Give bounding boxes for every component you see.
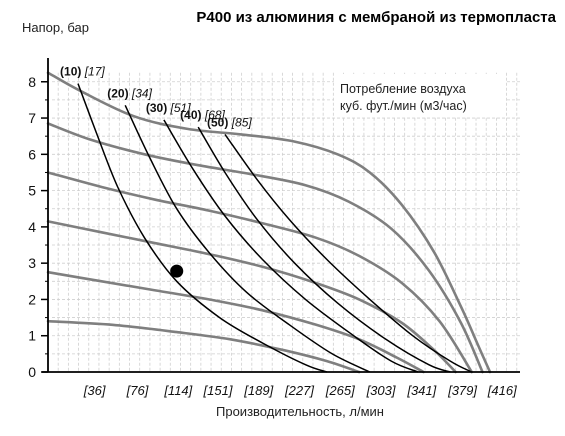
x-tick-label: [379]	[447, 383, 477, 398]
pressure-curve	[46, 171, 473, 374]
operating-point-marker	[170, 264, 184, 278]
y-tick-label: 6	[28, 146, 36, 162]
x-tick-label: [265]	[325, 383, 355, 398]
x-tick-label: [227]	[284, 383, 314, 398]
x-tick-label: [36]	[83, 383, 106, 398]
air-curve-label: (10) [17]	[60, 65, 105, 79]
air-label-cfm: (40)	[180, 108, 205, 122]
y-axis-label: Напор, бар	[22, 20, 89, 35]
legend: Потребление воздуха куб. фут./мин (м3/ча…	[334, 74, 506, 116]
x-tick-label: [151]	[203, 383, 233, 398]
x-axis-label: Производительность, л/мин	[216, 404, 384, 419]
legend-line-1: Потребление воздуха	[340, 82, 466, 96]
chart-title: P400 из алюминия с мембраной из термопла…	[196, 9, 556, 26]
grid	[52, 72, 520, 372]
y-tick-label: 2	[28, 291, 36, 307]
x-tick-label: [416]	[487, 383, 517, 398]
pressure-curve	[46, 122, 484, 374]
air-label-m3h: [68]	[204, 108, 226, 122]
pressure-curve	[46, 71, 492, 374]
air-curve-label: (20) [34]	[107, 86, 152, 100]
air-label-m3h: [34]	[131, 86, 153, 100]
y-tick-label: 7	[28, 110, 36, 126]
y-tick-label: 0	[28, 364, 36, 380]
air-consumption-curve	[163, 119, 419, 373]
air-label-cfm: (30)	[146, 101, 171, 115]
pressure-curve	[46, 319, 361, 374]
air-consumption-curves	[77, 83, 473, 373]
air-consumption-labels: (10) [17](20) [34](30) [51](40) [68](50)…	[60, 65, 252, 130]
y-tick-label: 3	[28, 255, 36, 271]
air-curve-label: (40) [68]	[180, 108, 225, 122]
air-label-cfm: (20)	[107, 86, 132, 100]
pressure-curve	[46, 270, 425, 374]
air-consumption-curve	[124, 104, 371, 373]
legend-background	[334, 74, 506, 116]
y-tick-label: 8	[28, 74, 36, 90]
air-curve-label: (30) [51]	[146, 101, 191, 115]
y-tick-label: 1	[28, 328, 36, 344]
air-consumption-curve	[224, 133, 473, 373]
pressure-curve	[46, 220, 457, 374]
x-tick-label: [189]	[243, 383, 273, 398]
pressure-curves	[46, 71, 492, 374]
legend-line-2: куб. фут./мин (м3/час)	[340, 99, 467, 113]
air-consumption-curve	[77, 83, 328, 373]
air-label-cfm: (10)	[60, 65, 85, 79]
x-tick-label: [303]	[366, 383, 396, 398]
x-tick-label: [76]	[126, 383, 149, 398]
y-tick-label: 5	[28, 183, 36, 199]
air-label-m3h: [17]	[84, 65, 106, 79]
axes	[41, 58, 520, 373]
x-tick-labels: [36] [76] [114] [151] [189] [227] [265] [303] [3…	[83, 383, 517, 398]
air-label-m3h: [85]	[231, 115, 253, 129]
air-consumption-curve	[197, 126, 451, 373]
x-tick-label: [341]	[406, 383, 436, 398]
y-tick-labels: 0 1 2 3 4 5 6 7 8	[28, 74, 36, 380]
y-tick-label: 4	[28, 219, 36, 235]
air-label-m3h: [51]	[170, 101, 192, 115]
x-tick-label: [114]	[163, 383, 192, 398]
air-curve-label: (50) [85]	[207, 115, 252, 129]
air-label-cfm: (50)	[207, 115, 232, 129]
